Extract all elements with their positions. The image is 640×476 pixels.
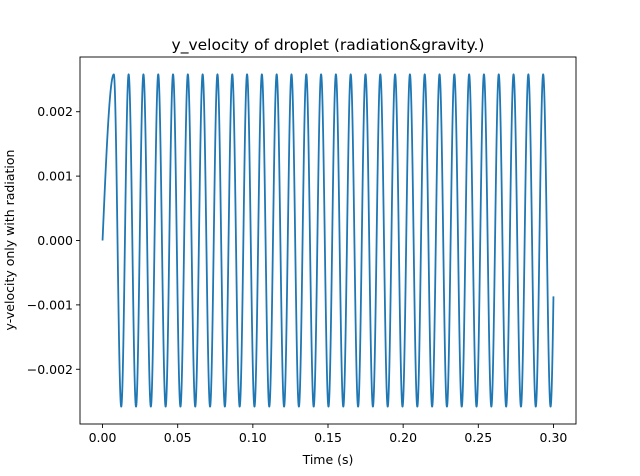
x-axis-label: Time (s) xyxy=(302,452,354,467)
series-line xyxy=(101,73,555,408)
x-axis: 0.00 0.05 0.10 0.15 0.20 0.25 0.30 xyxy=(89,424,568,445)
y-axis: −0.002 −0.001 0.000 0.001 0.002 xyxy=(27,104,80,377)
y-tick-label: 0.001 xyxy=(37,169,73,184)
x-tick-label: 0.25 xyxy=(464,430,492,445)
x-tick-label: 0.05 xyxy=(164,430,192,445)
chart-title: y_velocity of droplet (radiation&gravity… xyxy=(172,36,485,55)
y-tick-label: 0.002 xyxy=(37,104,73,119)
plot-area xyxy=(101,73,555,408)
x-tick-label: 0.00 xyxy=(89,430,117,445)
x-tick-label: 0.10 xyxy=(239,430,267,445)
y-axis-label: y-velocity only with radiation xyxy=(2,150,17,331)
x-tick-label: 0.15 xyxy=(314,430,342,445)
y-tick-label: −0.001 xyxy=(27,297,73,312)
y-tick-label: −0.002 xyxy=(27,362,73,377)
y-tick-label: 0.000 xyxy=(37,233,73,248)
x-tick-label: 0.30 xyxy=(540,430,568,445)
x-tick-label: 0.20 xyxy=(389,430,417,445)
